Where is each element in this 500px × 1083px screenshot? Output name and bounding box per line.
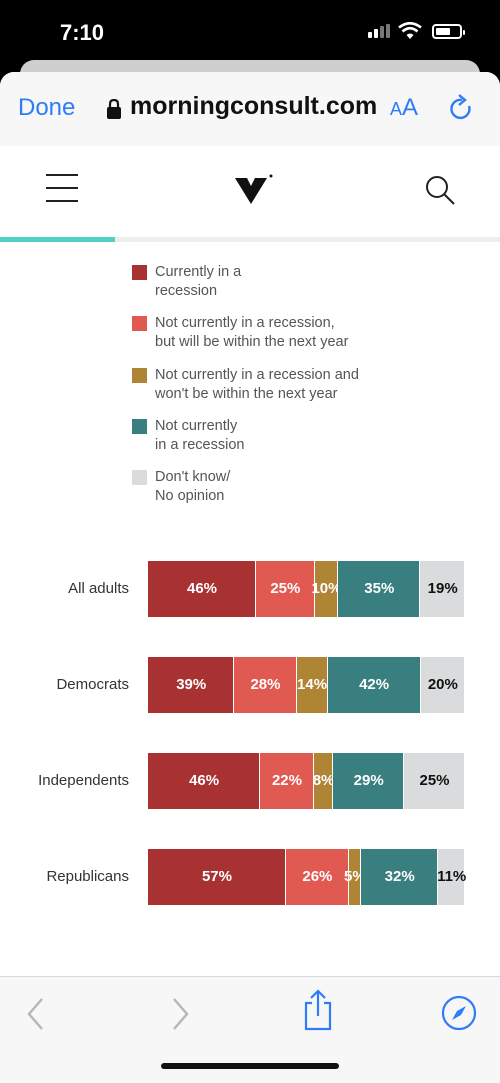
text-size-small-glyph: A xyxy=(390,99,403,119)
data-label: 25% xyxy=(419,772,450,789)
legend-swatch xyxy=(132,316,147,331)
reading-progress-fill xyxy=(0,237,115,242)
data-label: 8% xyxy=(312,772,335,789)
data-label: 46% xyxy=(189,772,220,789)
site-header xyxy=(0,146,500,239)
category-label: All adults xyxy=(68,580,129,597)
compass-icon[interactable] xyxy=(441,995,477,1031)
legend-label-line: recession xyxy=(155,283,218,299)
home-indicator xyxy=(161,1063,339,1069)
data-label: 10% xyxy=(311,580,342,597)
bar-segment xyxy=(148,657,235,713)
legend-label-line: won't be within the next year xyxy=(155,386,338,402)
reload-icon[interactable] xyxy=(448,94,474,124)
browser-toolbar xyxy=(0,976,500,1083)
text-size-big-glyph: A xyxy=(402,94,419,121)
data-label: 11% xyxy=(437,868,467,885)
category-label: Democrats xyxy=(56,676,129,693)
legend-label: Don't know/No opinion xyxy=(155,468,395,506)
bar-segment xyxy=(348,849,361,905)
bar-segment xyxy=(360,849,439,905)
legend-label-line: Don't know/ xyxy=(155,469,231,485)
morning-consult-logo[interactable] xyxy=(233,172,273,206)
share-icon[interactable] xyxy=(302,989,334,1031)
bar-segment xyxy=(148,753,261,809)
battery-icon xyxy=(432,24,465,39)
legend-label-line: Currently in a xyxy=(155,264,242,280)
legend-label-line: but will be within the next year xyxy=(155,334,349,350)
url-bar: Done morningconsult.com AA xyxy=(0,72,500,147)
bar-segment xyxy=(404,753,465,809)
bar-segment xyxy=(148,561,256,617)
legend-swatch xyxy=(132,419,147,434)
legend-label-line: Not currently in a recession and xyxy=(155,367,359,383)
data-label: 26% xyxy=(302,868,333,885)
data-label: 46% xyxy=(186,580,218,597)
browser-sheet: Done morningconsult.com AA Currently in … xyxy=(0,72,500,1083)
legend-label: Not currently in a recession xyxy=(155,417,395,455)
legend-swatch xyxy=(132,265,147,280)
reading-progress-bar xyxy=(0,237,500,242)
legend-label-line: in a recession xyxy=(155,437,245,453)
data-label: 42% xyxy=(359,676,390,693)
bar-segment xyxy=(313,753,334,809)
bar-segment xyxy=(260,753,314,809)
bar-segment xyxy=(420,657,465,713)
data-label: 39% xyxy=(176,676,207,693)
bar-segment xyxy=(333,753,405,809)
bar-segment xyxy=(296,657,328,713)
legend-label-line: No opinion xyxy=(155,488,225,504)
bar-segment xyxy=(438,849,465,905)
lock-icon xyxy=(107,98,121,119)
legend-swatch xyxy=(132,368,147,383)
bar-segment xyxy=(285,849,349,905)
bar-segment xyxy=(338,561,421,617)
legend-swatch xyxy=(132,470,147,485)
text-size-button[interactable]: AA xyxy=(390,94,418,122)
legend-label: Not currently in a recession and won't be… xyxy=(155,366,395,404)
forward-icon[interactable] xyxy=(170,997,190,1031)
data-label: 28% xyxy=(250,676,281,693)
data-label: 22% xyxy=(271,772,302,789)
status-bar: 7:10 xyxy=(0,0,500,64)
data-label: 57% xyxy=(201,868,232,885)
bar-segment xyxy=(420,561,465,617)
bar-segment xyxy=(234,657,297,713)
url-domain[interactable]: morningconsult.com xyxy=(130,92,378,120)
data-label: 32% xyxy=(384,868,415,885)
wifi-icon xyxy=(398,22,422,39)
status-time: 7:10 xyxy=(60,20,105,45)
hamburger-menu-icon[interactable] xyxy=(46,172,78,204)
data-label: 20% xyxy=(427,676,458,693)
data-label: 25% xyxy=(270,580,301,597)
bar-segment xyxy=(148,849,286,905)
search-icon[interactable] xyxy=(424,174,456,206)
data-label: 29% xyxy=(353,772,384,789)
category-label: Independents xyxy=(38,772,129,789)
data-label: 14% xyxy=(297,676,328,693)
bar-segment xyxy=(314,561,339,617)
legend-label: Currently in a recession xyxy=(155,263,395,301)
data-label: 35% xyxy=(364,580,395,597)
bar-segment xyxy=(256,561,315,617)
legend-label: Not currently in a recession, but will be… xyxy=(155,314,395,352)
legend-label-line: Not currently in a recession, xyxy=(155,315,335,331)
data-label: 5% xyxy=(344,868,366,885)
legend-label-line: Not currently xyxy=(155,418,238,434)
data-label: 19% xyxy=(427,580,458,597)
bar-segment xyxy=(327,657,421,713)
back-icon[interactable] xyxy=(26,997,46,1031)
done-button[interactable]: Done xyxy=(18,94,76,121)
category-label: Republicans xyxy=(46,868,129,885)
